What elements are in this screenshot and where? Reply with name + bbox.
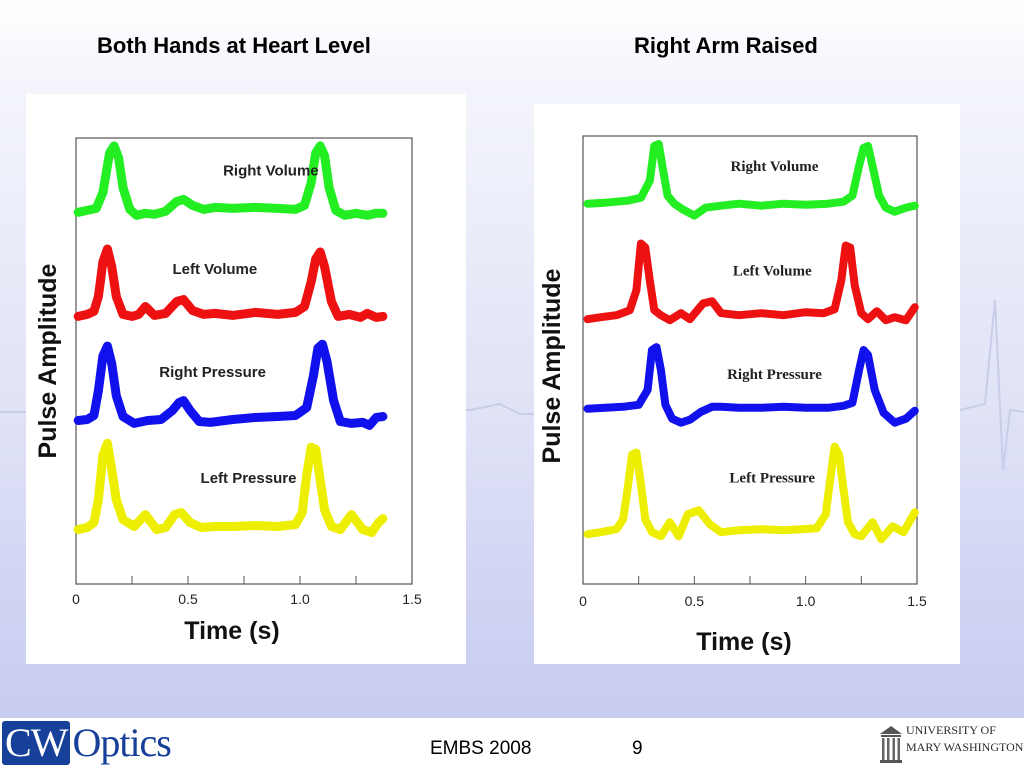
x-tick-label: 0 [579,593,587,609]
x-ticks [582,576,918,584]
conference-label: EMBS 2008 [430,738,532,759]
umw-building-icon [880,726,902,763]
series-group [73,141,388,537]
series-label: Left Pressure [729,470,815,486]
x-tick-labels: 0 0.5 1.0 1.5 [579,593,927,609]
x-tick-label: 0.5 [685,593,705,609]
series-line-right-pressure [583,343,919,427]
series-label: Right Pressure [727,367,822,383]
cwoptics-logo-box: CW [2,721,71,765]
y-axis-label: Pulse Amplitude [34,263,62,458]
page-number: 9 [632,738,643,759]
series-line-right-pressure [73,339,388,430]
cwoptics-logo-text: Optics [72,720,171,765]
series-label: Left Pressure [201,470,297,487]
series-line-left-pressure [73,438,388,537]
umw-logo-text: UNIVERSITY OF MARY WASHINGTON [906,722,1023,756]
x-tick-label: 0 [72,591,80,607]
x-tick-label: 1.5 [907,593,927,609]
series-labels: Right Volume Left Volume Right Pressure Lef… [159,163,318,487]
umw-logo-line1: UNIVERSITY OF [906,723,996,737]
series-line-left-pressure [583,442,919,544]
series-group [583,140,919,544]
cwoptics-logo: CW Optics [2,720,172,766]
footer-bar [0,718,1024,768]
series-label: Left Volume [733,263,812,279]
series-line-left-volume [73,244,388,322]
x-tick-label: 1.5 [402,591,422,607]
title-right: Right Arm Raised [634,33,818,58]
chart-panel-right: 0 0.5 1.0 1.5 Right Volume Left Volume Right … [534,104,960,664]
series-line-right-volume [583,140,919,220]
y-axis-label: Pulse Amplitude [538,268,566,463]
x-axis-label: Time (s) [696,628,791,656]
x-tick-label: 1.0 [796,593,816,609]
x-tick-label: 0.5 [178,591,198,607]
series-labels: Right Volume Left Volume Right Pressure Lef… [727,159,822,487]
x-axis-label: Time (s) [184,617,279,645]
series-line-right-volume [73,141,388,220]
title-left: Both Hands at Heart Level [97,33,371,58]
series-label: Right Volume [731,159,819,175]
series-line-left-volume [583,239,919,325]
x-tick-label: 1.0 [290,591,310,607]
umw-logo-line2: MARY WASHINGTON [906,740,1024,754]
x-ticks [75,576,413,584]
series-label: Right Volume [223,163,319,180]
chart-panel-left: 0 0.5 1.0 1.5 Right Volume Left Volume Right … [26,94,466,664]
series-label: Right Pressure [159,364,266,381]
series-label: Left Volume [173,261,258,278]
umw-logo: UNIVERSITY OF MARY WASHINGTON [878,722,1024,766]
x-tick-labels: 0 0.5 1.0 1.5 [72,591,422,607]
